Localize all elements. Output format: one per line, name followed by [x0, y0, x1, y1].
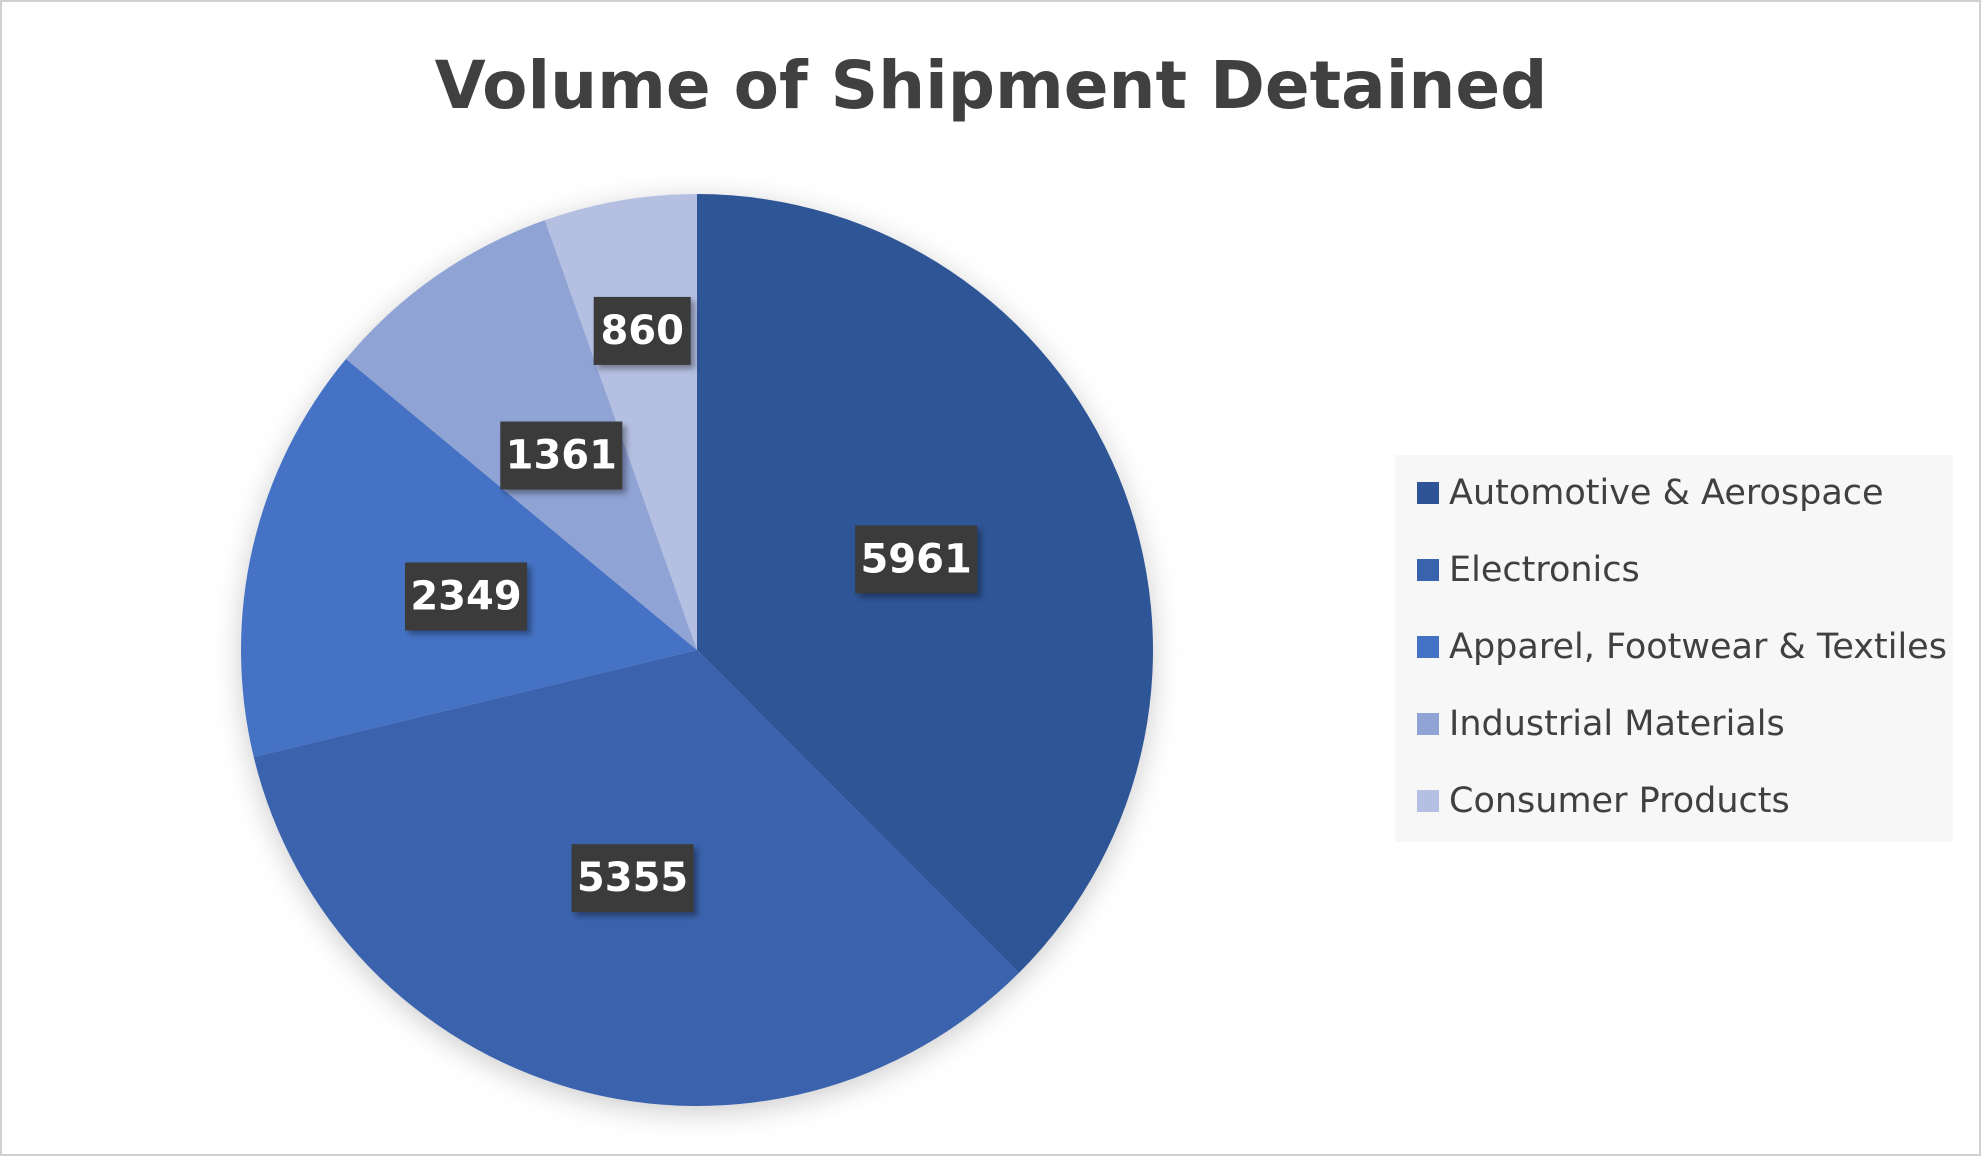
legend-swatch [1417, 559, 1439, 581]
legend-label: Electronics [1449, 550, 1640, 590]
data-label-box [571, 844, 694, 913]
legend-swatch [1417, 713, 1439, 735]
data-label-box [500, 421, 623, 490]
data-label: 5355 [577, 855, 688, 901]
legend [1395, 455, 1953, 842]
data-label: 860 [600, 308, 684, 354]
legend-label: Apparel, Footwear & Textiles [1449, 627, 1947, 667]
legend-swatch [1417, 636, 1439, 658]
data-label: 5961 [860, 536, 971, 582]
data-label-box [405, 562, 528, 631]
chart-title: Volume of Shipment Detained [435, 47, 1548, 124]
pie [240, 194, 1153, 1106]
legend-label: Automotive & Aerospace [1449, 473, 1884, 513]
data-label-box [855, 525, 978, 594]
legend-swatch [1417, 482, 1439, 504]
legend-label: Consumer Products [1449, 781, 1790, 821]
data-label: 1361 [506, 433, 617, 479]
pie-slice [240, 358, 697, 757]
legend-swatch [1417, 790, 1439, 812]
legend-label: Industrial Materials [1449, 704, 1785, 744]
data-label-box [593, 296, 691, 365]
data-label: 2349 [410, 573, 521, 619]
